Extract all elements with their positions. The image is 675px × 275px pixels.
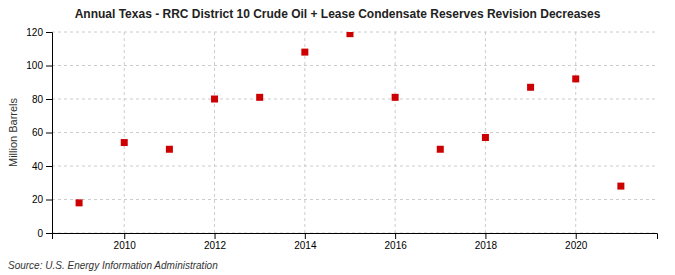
tick-mark <box>46 99 52 100</box>
title: Annual Texas - RRC District 10 Crude Oil… <box>75 7 601 21</box>
point <box>121 139 128 146</box>
tick-mark <box>46 233 52 234</box>
annotation: Source: U.S. Energy Information Administ… <box>8 260 218 271</box>
point <box>256 94 263 101</box>
point <box>482 134 489 141</box>
tick-label: 100 <box>26 60 43 71</box>
tick: 2018 <box>475 233 498 251</box>
grid-line <box>575 32 576 233</box>
tick-mark <box>46 66 52 67</box>
tick-mark <box>46 133 52 134</box>
tick: 60 <box>32 127 52 138</box>
tick-label: 120 <box>26 27 43 38</box>
grid-line <box>304 32 305 233</box>
tick: 20 <box>32 194 52 205</box>
grid-line <box>52 166 657 167</box>
tick-mark <box>576 233 577 239</box>
point <box>617 183 624 190</box>
x-axis: 2010 2012 2014 2016 2018 2020 <box>53 233 658 251</box>
point <box>76 199 83 206</box>
points <box>76 32 625 206</box>
tick: 80 <box>32 94 52 105</box>
tick-mark <box>485 233 486 239</box>
grid-line <box>52 132 657 133</box>
tick-label: 40 <box>32 161 44 172</box>
tick: 2014 <box>294 233 317 251</box>
tick-label: 2020 <box>565 240 588 251</box>
point <box>437 146 444 153</box>
point <box>527 84 534 91</box>
axis-line <box>53 234 658 240</box>
tick-label: 80 <box>32 94 44 105</box>
tick: 40 <box>32 161 52 172</box>
grid-line <box>214 32 215 233</box>
point <box>166 146 173 153</box>
tick-mark <box>215 233 216 239</box>
tick-mark <box>305 233 306 239</box>
tick-mark <box>46 32 52 33</box>
tick-label: 20 <box>32 194 44 205</box>
tick-mark <box>124 233 125 239</box>
tick-label: 2010 <box>114 240 137 251</box>
tick-label: 2014 <box>294 240 317 251</box>
grid-line <box>52 99 657 100</box>
grid <box>52 32 657 233</box>
plot: 2010 2012 2014 2016 2018 2020 0 20 40 60 80 100 120 <box>26 27 657 251</box>
grid-line <box>52 65 657 66</box>
tick: 2020 <box>565 233 588 251</box>
point <box>392 94 399 101</box>
tick-mark <box>46 200 52 201</box>
grid-line <box>124 32 125 233</box>
tick: 0 <box>37 228 52 239</box>
tick-label: 2018 <box>475 240 498 251</box>
point <box>572 75 579 82</box>
tick-mark <box>46 166 52 167</box>
point <box>301 49 308 56</box>
point <box>211 96 218 103</box>
tick: 2016 <box>385 233 408 251</box>
tick-label: 2016 <box>385 240 408 251</box>
tick: 120 <box>26 27 52 38</box>
tick-label: 60 <box>32 127 44 138</box>
tick-label: 0 <box>37 228 43 239</box>
grid-line <box>52 32 657 33</box>
chart: Annual Texas - RRC District 10 Crude Oil… <box>0 0 675 275</box>
tick: 2012 <box>204 233 227 251</box>
tick: 100 <box>26 60 52 71</box>
tick-label: 2012 <box>204 240 227 251</box>
tick: 2010 <box>114 233 137 251</box>
y-axis: 0 20 40 60 80 100 120 <box>26 27 52 239</box>
y-axis-label: Million Barrels <box>7 97 19 167</box>
grid-line <box>485 32 486 233</box>
point <box>346 32 353 37</box>
grid-line <box>395 32 396 233</box>
grid-line <box>52 199 657 200</box>
axis-line <box>46 33 53 234</box>
tick-mark <box>395 233 396 239</box>
